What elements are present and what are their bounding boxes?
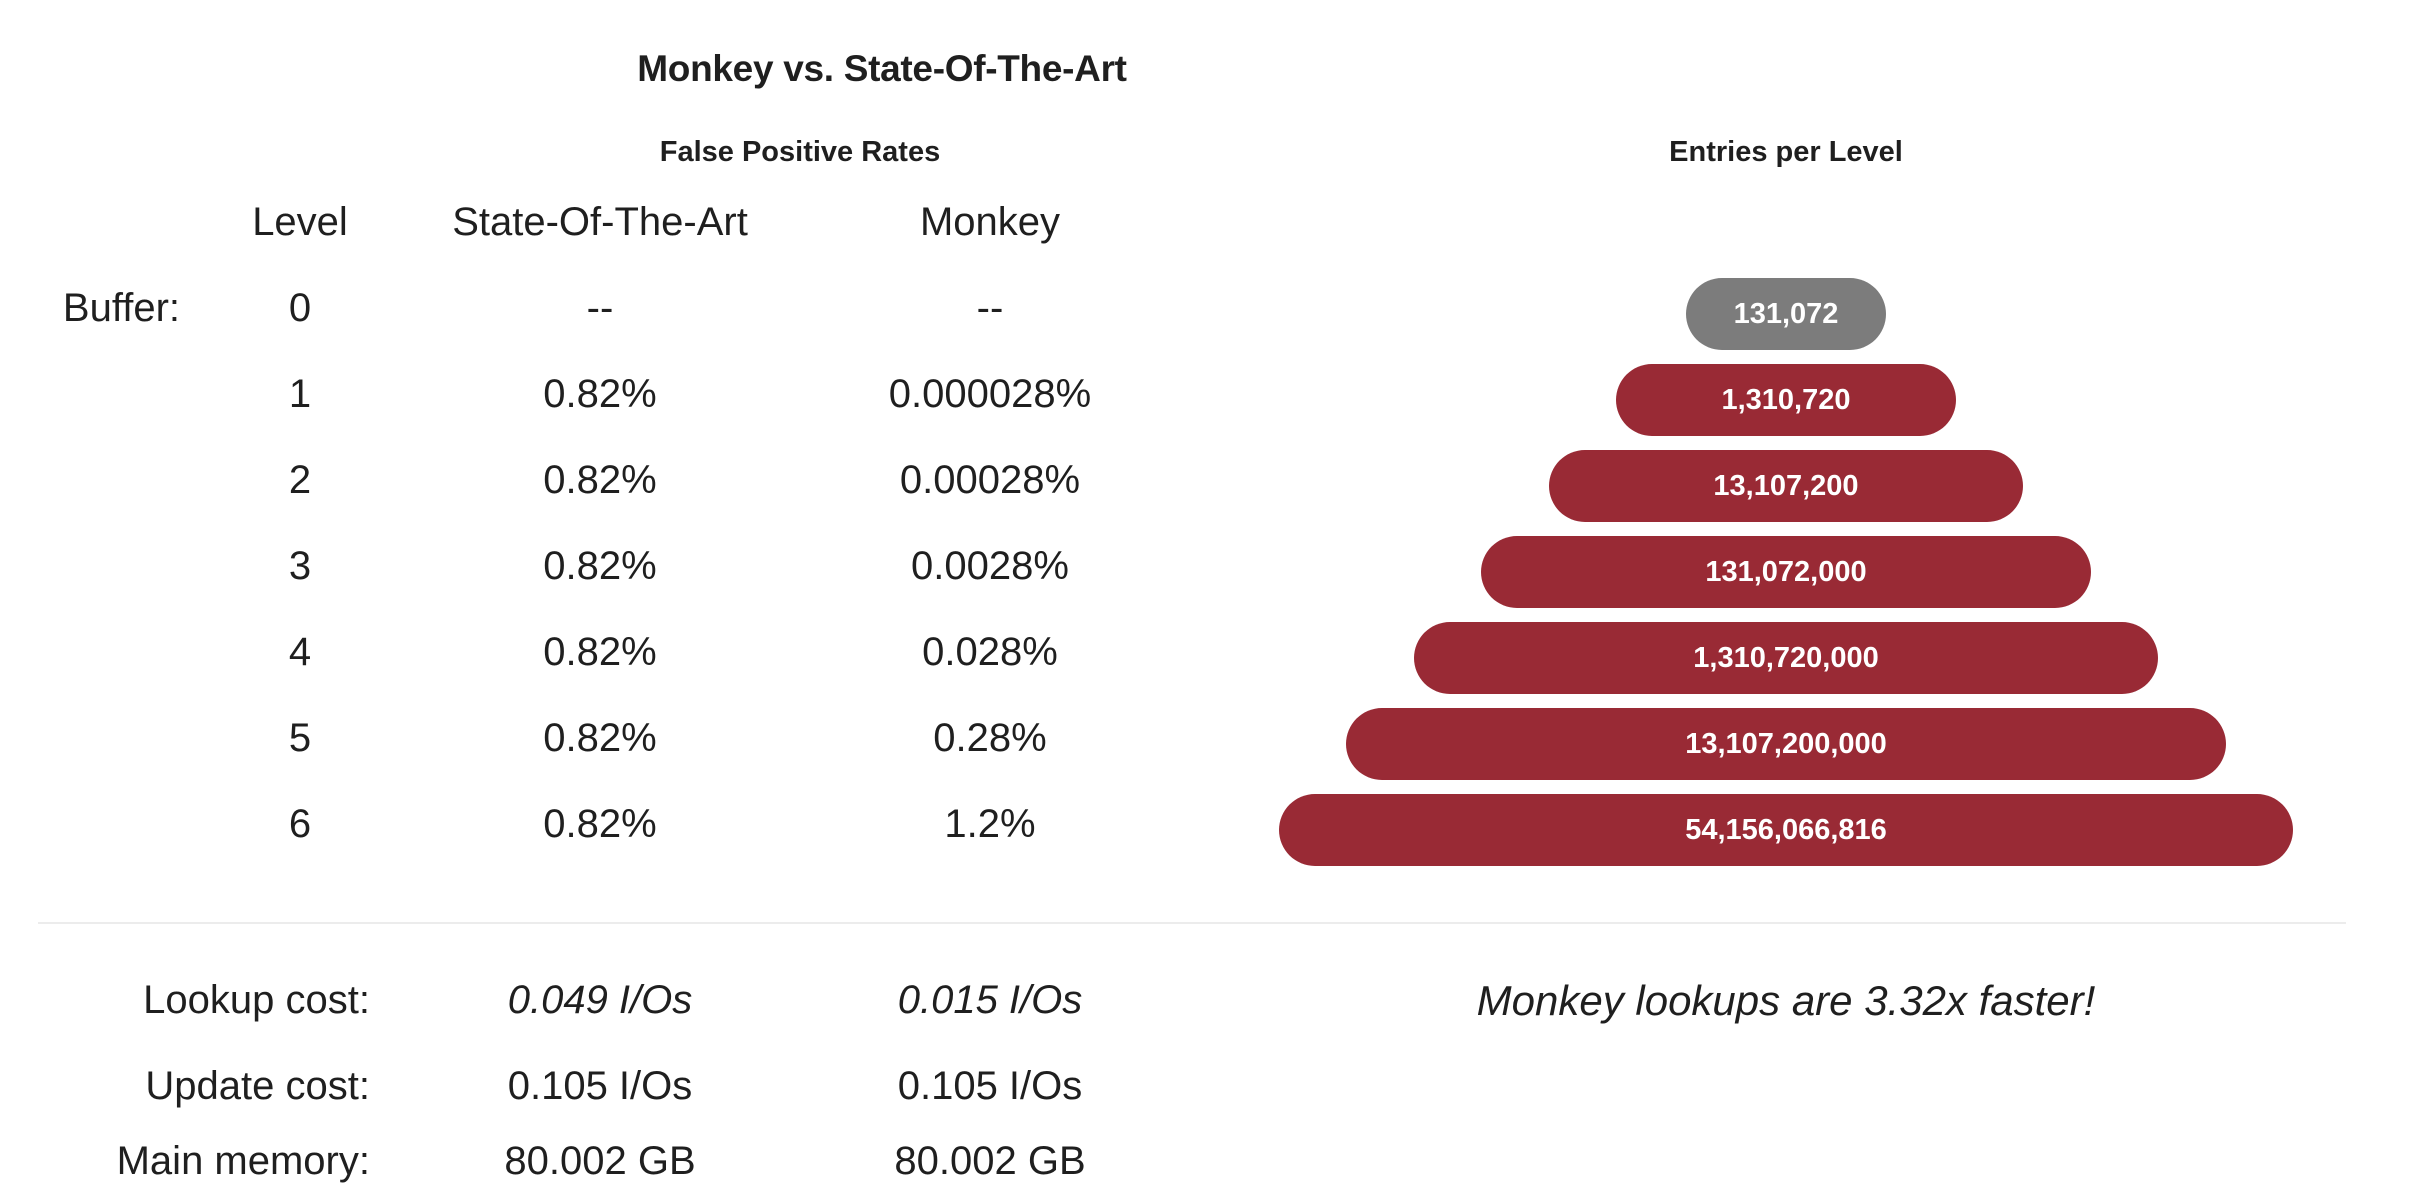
monkey-update-cost: 0.105 I/Os [897, 1064, 1083, 1108]
monkey-fpr-cell: 0.00028% [899, 458, 1081, 502]
level-cell: 0 [288, 286, 312, 330]
speedup-summary: Monkey lookups are 3.32x faster! [1476, 977, 2096, 1024]
level-cell: 6 [288, 802, 312, 846]
level-5-entries-pill: 13,107,200,000 [1346, 708, 2226, 780]
level-cell: 1 [288, 372, 312, 416]
sota-fpr-cell: -- [586, 286, 614, 330]
monkey-main-memory: 80.002 GB [894, 1139, 1086, 1183]
buffer-label: Buffer: [62, 286, 180, 330]
sota-fpr-cell: 0.82% [543, 630, 657, 674]
level-cell: 2 [288, 458, 312, 502]
sota-fpr-cell: 0.82% [543, 544, 657, 588]
sota-fpr-cell: 0.82% [543, 802, 657, 846]
entries-section-title: Entries per Level [1669, 136, 1903, 168]
fpr-section-title: False Positive Rates [659, 136, 941, 168]
monkey-fpr-cell: 0.000028% [888, 372, 1092, 416]
buffer-entries-pill: 131,072 [1686, 278, 1886, 350]
level-cell: 3 [288, 544, 312, 588]
sota-update-cost: 0.105 I/Os [507, 1064, 693, 1108]
level-1-entries-pill: 1,310,720 [1616, 364, 1956, 436]
level-3-entries-pill: 131,072,000 [1481, 536, 2091, 608]
sota-fpr-cell: 0.82% [543, 458, 657, 502]
monkey-header: Monkey [919, 200, 1061, 244]
monkey-fpr-cell: -- [976, 286, 1004, 330]
monkey-fpr-cell: 0.28% [933, 716, 1047, 760]
page-title: Monkey vs. State-Of-The-Art [637, 48, 1127, 89]
level-header: Level [252, 200, 348, 244]
level-4-entries-pill: 1,310,720,000 [1414, 622, 2158, 694]
level-6-entries-pill: 54,156,066,816 [1279, 794, 2293, 866]
monkey-fpr-cell: 0.0028% [911, 544, 1069, 588]
sota-header: State-Of-The-Art [452, 200, 748, 244]
sota-main-memory: 80.002 GB [504, 1139, 696, 1183]
section-divider [38, 922, 2346, 924]
monkey-fpr-cell: 1.2% [944, 802, 1036, 846]
lookup-cost-label: Lookup cost: [143, 978, 370, 1022]
level-cell: 5 [288, 716, 312, 760]
monkey-fpr-cell: 0.028% [922, 630, 1058, 674]
monkey-lookup-cost: 0.015 I/Os [897, 978, 1083, 1022]
sota-lookup-cost: 0.049 I/Os [507, 978, 693, 1022]
main-memory-label: Main memory: [116, 1139, 370, 1183]
update-cost-label: Update cost: [145, 1064, 370, 1108]
sota-fpr-cell: 0.82% [543, 716, 657, 760]
level-cell: 4 [288, 630, 312, 674]
level-2-entries-pill: 13,107,200 [1549, 450, 2023, 522]
sota-fpr-cell: 0.82% [543, 372, 657, 416]
